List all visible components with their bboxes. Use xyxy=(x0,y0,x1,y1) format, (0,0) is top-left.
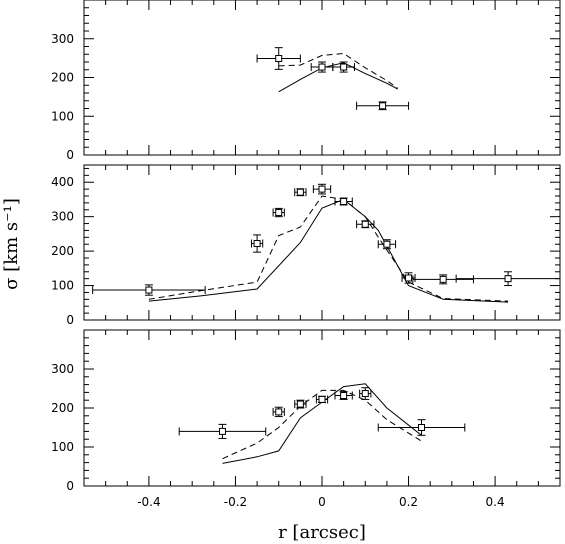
data-point-marker xyxy=(340,198,348,206)
y-tick-label: 300 xyxy=(51,210,74,224)
x-tick-label: -0.2 xyxy=(224,495,247,509)
panel-frame xyxy=(83,0,561,156)
data-point-marker xyxy=(296,188,304,196)
x-tick-label: 0.2 xyxy=(399,495,418,509)
dashed-model-line xyxy=(148,195,509,302)
y-tick-label: 300 xyxy=(51,362,74,376)
solid-model-line xyxy=(148,198,509,303)
x-tick-label: 0.4 xyxy=(486,495,505,509)
data-point-marker xyxy=(253,240,261,248)
data-point-marker xyxy=(361,220,369,228)
bottom-panel: 0 100 200 300 -0.4 -0.2 0 0.2 0.4 xyxy=(51,329,561,509)
y-tick-label: 0 xyxy=(66,479,74,493)
panel-frame xyxy=(83,329,561,487)
data-point-marker xyxy=(296,400,304,408)
solid-model-line xyxy=(222,383,422,464)
data-point-marker xyxy=(275,408,283,416)
data-point-marker xyxy=(318,395,326,403)
y-tick-label: 200 xyxy=(51,244,74,258)
data-point-marker xyxy=(340,392,348,400)
data-point-marker xyxy=(318,63,326,71)
dashed-model-line xyxy=(278,52,398,89)
data-point-marker xyxy=(379,102,387,110)
data-point-marker xyxy=(340,63,348,71)
data-point-marker xyxy=(418,424,426,431)
data-point-marker xyxy=(405,274,413,282)
top-panel: 0 100 200 300 xyxy=(51,0,561,162)
y-tick-label: 400 xyxy=(51,175,74,189)
y-tick-label: 100 xyxy=(51,109,74,123)
data-point-marker xyxy=(383,240,391,248)
y-tick-label: 200 xyxy=(51,401,74,415)
y-tick-label: 0 xyxy=(66,148,74,162)
data-point-marker xyxy=(275,55,283,63)
data-point-marker xyxy=(218,427,226,435)
middle-panel: 0 100 200 300 400 xyxy=(51,164,561,327)
data-point-marker xyxy=(275,209,283,217)
dashed-model-line xyxy=(222,389,422,460)
data-point-marker xyxy=(145,286,153,294)
y-axis-title: σ [km s⁻¹] xyxy=(1,198,22,290)
data-point-marker xyxy=(504,275,512,283)
y-tick-label: 0 xyxy=(66,313,74,327)
data-point-marker xyxy=(361,390,369,398)
y-tick-label: 100 xyxy=(51,440,74,454)
x-tick-label: 0 xyxy=(318,495,326,509)
data-point-marker xyxy=(318,185,326,193)
y-tick-label: 300 xyxy=(51,32,74,46)
data-point-marker xyxy=(439,275,447,283)
y-tick-label: 200 xyxy=(51,71,74,85)
x-tick-label: -0.4 xyxy=(137,495,160,509)
y-tick-label: 100 xyxy=(51,279,74,293)
x-axis-title: r [arcsec] xyxy=(278,522,366,543)
